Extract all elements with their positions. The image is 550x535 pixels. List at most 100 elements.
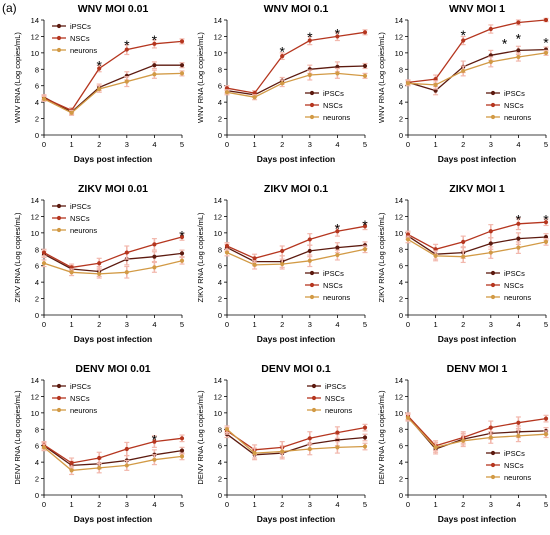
chart-2-xtick-label: 3 [308, 140, 312, 149]
chart-1-ytick-label: 0 [35, 131, 39, 140]
chart-6-legend-marker-neurons [490, 294, 496, 300]
chart-9-point-NSCs [488, 425, 493, 430]
chart-1-point-neurons [179, 71, 185, 76]
chart-9-ytick-label: 12 [395, 392, 403, 401]
chart-2-ytick-label: 4 [218, 98, 222, 107]
chart-1-legend: iPSCs NSCs neurons [52, 22, 97, 55]
chart-3-line-neurons [407, 52, 547, 86]
chart-2-significance-mark: * [279, 44, 285, 60]
chart-5-ytick-label: 6 [218, 262, 222, 271]
chart-1-xtick-label: 5 [180, 140, 184, 149]
chart-8-series-neurons [224, 425, 368, 459]
chart-9-xtick-label: 1 [434, 500, 438, 509]
chart-3-ytick-label: 12 [395, 32, 403, 41]
chart-6-ytick-label: 10 [395, 229, 403, 238]
chart-3-series-neurons [405, 49, 549, 90]
chart-1-legend-marker-neurons [56, 47, 62, 53]
chart-4-series-NSCs [41, 233, 185, 272]
chart-2-point-NSCs [335, 34, 340, 39]
chart-8-legend-label-iPSCs: iPSCs [325, 382, 346, 391]
chart-6-point-neurons [405, 237, 411, 242]
chart-3-ytick-label: 8 [399, 65, 403, 74]
chart-1-ytick-label: 10 [31, 49, 39, 58]
chart-4-legend-marker-iPSCs [56, 203, 62, 209]
chart-3-point-neurons [543, 50, 549, 55]
chart-5-point-NSCs [362, 224, 368, 229]
chart-8-xtick-label: 4 [335, 500, 339, 509]
chart-7-legend-marker-NSCs [56, 395, 62, 401]
chart-2-xtick-label: 1 [253, 140, 257, 149]
chart-5-point-NSCs [252, 256, 257, 261]
chart-9-line-NSCs [407, 415, 547, 447]
chart-4-point-NSCs [179, 234, 185, 240]
chart-5-ytick-label: 8 [218, 245, 222, 254]
panel-label: (a) [2, 1, 17, 15]
chart-7-legend-label-neurons: neurons [70, 406, 97, 415]
chart-4-ytick-label: 10 [31, 229, 39, 238]
chart-5-line-neurons [226, 248, 366, 266]
chart-1-significance-mark: * [96, 58, 102, 74]
chart-7-point-NSCs [179, 436, 185, 441]
chart-3-legend-label-iPSCs: iPSCs [504, 89, 525, 98]
chart-1-point-NSCs [124, 47, 129, 52]
chart-7-point-NSCs [124, 446, 129, 452]
chart-4-point-neurons [97, 271, 102, 277]
chart-3-point-neurons [405, 81, 411, 86]
chart-8-point-neurons [280, 449, 285, 454]
chart-8-ytick-label: 12 [214, 392, 222, 401]
chart-7-legend-marker-neurons [56, 407, 62, 413]
chart-9-point-neurons [405, 415, 411, 420]
chart-7-point-NSCs [152, 439, 157, 444]
chart-9-series-iPSCs [405, 413, 549, 455]
chart-2-point-iPSCs [362, 63, 368, 69]
chart-9-point-NSCs [543, 416, 549, 421]
chart-9-point-neurons [543, 432, 549, 437]
chart-6-xtick-label: 4 [516, 320, 520, 329]
chart-7-point-neurons [69, 468, 74, 473]
chart-9-ytick-label: 4 [399, 458, 403, 467]
chart-7-xtick-label: 3 [125, 500, 129, 509]
chart-8-ytick-label: 0 [218, 491, 222, 500]
chart-5-line-iPSCs [226, 244, 366, 263]
chart-6-ytick-label: 4 [399, 278, 403, 287]
chart-7-legend-label-NSCs: NSCs [70, 394, 90, 403]
chart-6-legend-label-neurons: neurons [504, 293, 531, 302]
chart-7-series-neurons [41, 443, 185, 476]
chart-5-xtick-label: 1 [253, 320, 257, 329]
chart-9-xtick-label: 4 [516, 500, 520, 509]
chart-5-significance-mark: * [362, 217, 368, 233]
chart-3-legend-marker-neurons [490, 114, 496, 120]
chart-6-line-iPSCs [407, 235, 547, 255]
chart-7-point-neurons [179, 454, 185, 459]
chart-3-point-NSCs [488, 26, 493, 32]
chart-9-legend-label-NSCs: NSCs [504, 461, 524, 470]
chart-4-point-NSCs [97, 261, 102, 266]
chart-7-point-neurons [41, 445, 47, 450]
chart-8-xtick-label: 3 [308, 500, 312, 509]
chart-4-point-neurons [41, 261, 47, 266]
chart-4-point-neurons [69, 270, 74, 275]
chart-5-ytick-label: 2 [218, 295, 222, 304]
chart-5-point-NSCs [280, 248, 285, 254]
chart-2-xtick-label: 5 [363, 140, 367, 149]
chart-6-point-iPSCs [488, 241, 493, 246]
chart-3-ytick-label: 0 [399, 131, 403, 140]
chart-3-point-iPSCs [516, 48, 521, 53]
chart-6-series-neurons [405, 235, 549, 264]
chart-9-ytick-label: 2 [399, 475, 403, 484]
chart-8-ytick-label: 8 [218, 425, 222, 434]
chart-6-xtick-label: 2 [461, 320, 465, 329]
chart-9-ylabel: DENV RNA (Log copies/mL) [377, 390, 386, 485]
chart-2-ytick-label: 6 [218, 82, 222, 91]
chart-9-legend-marker-NSCs [490, 462, 496, 468]
chart-2-point-neurons [362, 73, 368, 78]
chart-8-xtick-label: 2 [280, 500, 284, 509]
chart-3-xtick-label: 0 [406, 140, 410, 149]
chart-8-point-neurons [362, 444, 368, 449]
chart-6-legend-label-NSCs: NSCs [504, 281, 524, 290]
chart-7-legend: iPSCs NSCs neurons [52, 382, 97, 415]
